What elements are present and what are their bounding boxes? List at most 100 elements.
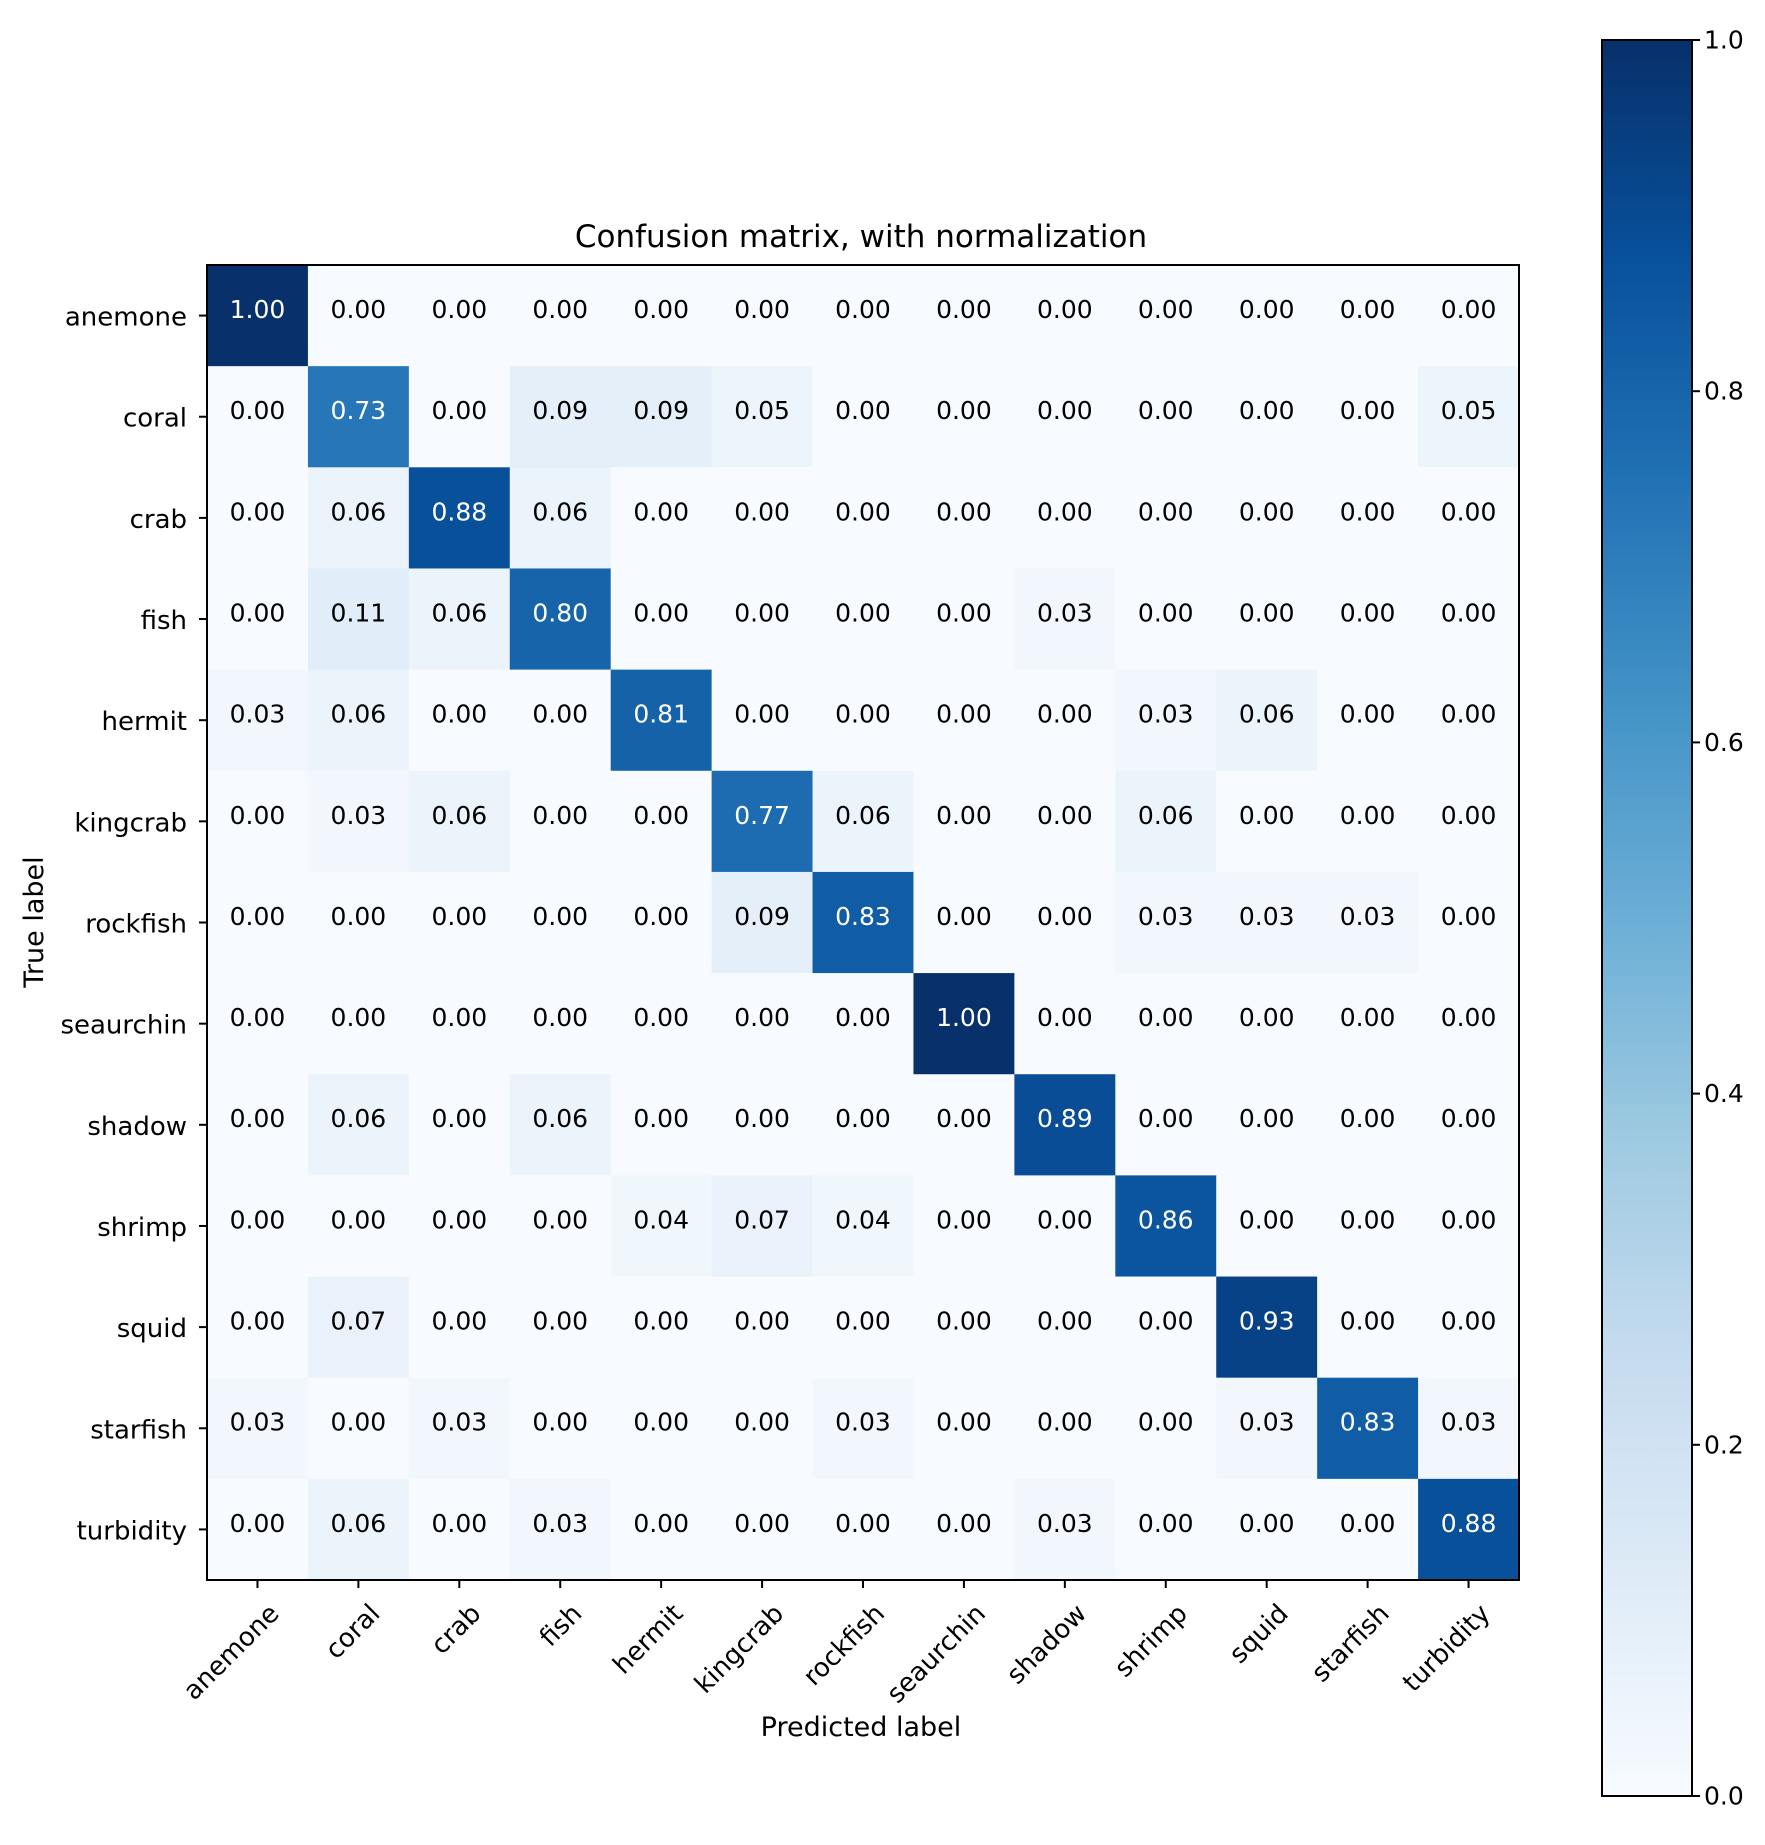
heatmap-cell [610, 1478, 713, 1581]
heatmap-cell [307, 467, 410, 570]
heatmap-value-label: 0.00 [1138, 1307, 1194, 1336]
heatmap-cell [913, 1074, 1015, 1176]
heatmap-value-label: 0.06 [1138, 801, 1194, 830]
heatmap-value-label: 0.00 [1239, 497, 1295, 526]
x-tick-label: shadow [1001, 1599, 1093, 1691]
x-tick-label: kingcrab [689, 1599, 790, 1700]
heatmap-value-label: 0.11 [331, 598, 387, 627]
heatmap-value-label: 0.00 [1037, 396, 1093, 425]
heatmap-cell [1115, 366, 1217, 468]
heatmap-value-label: 0.73 [331, 396, 387, 425]
heatmap-value-label: 0.06 [835, 801, 891, 830]
heatmap-cell [207, 770, 309, 873]
heatmap-cell [913, 467, 1015, 570]
heatmap-cell [1418, 568, 1520, 671]
heatmap-cell [610, 770, 713, 873]
heatmap-cell [812, 467, 915, 570]
heatmap-value-label: 0.00 [331, 1408, 387, 1437]
heatmap-cell [1418, 1276, 1520, 1379]
heatmap-cell [1418, 669, 1520, 772]
heatmap-cell [1317, 1276, 1419, 1379]
heatmap-cell [307, 1377, 410, 1480]
x-tick-label: coral [320, 1599, 387, 1666]
heatmap-cell [207, 871, 309, 974]
heatmap-value-label: 0.80 [532, 598, 588, 627]
heatmap-cell [207, 669, 309, 772]
heatmap-value-label: 0.00 [230, 396, 286, 425]
heatmap-cell [207, 1074, 309, 1176]
heatmap-value-label: 0.00 [1138, 1104, 1194, 1133]
heatmap-cell [1115, 1175, 1217, 1278]
colorbar: 0.0 0.2 0.4 0.6 0.8 1.0 [1601, 26, 1744, 1811]
heatmap-value-label: 0.00 [936, 396, 992, 425]
heatmap-value-label: 0.00 [1138, 598, 1194, 627]
heatmap-cell [711, 871, 814, 974]
heatmap-value-label: 0.05 [1441, 396, 1497, 425]
heatmap-value-label: 0.00 [633, 295, 689, 324]
colorbar-tick-label: 0.0 [1704, 1782, 1744, 1811]
heatmap-cell [711, 669, 814, 772]
heatmap-value-label: 0.00 [633, 1408, 689, 1437]
heatmap-value-label: 0.00 [431, 902, 487, 931]
heatmap-cell [408, 1377, 511, 1480]
heatmap-value-label: 0.83 [1340, 1408, 1396, 1437]
heatmap-cell [1014, 1074, 1116, 1176]
heatmap-value-label: 0.00 [936, 902, 992, 931]
heatmap-cell [812, 568, 915, 671]
heatmap-cell [408, 265, 511, 367]
heatmap-value-label: 0.00 [1037, 1408, 1093, 1437]
y-tick-label: seaurchin [60, 1011, 187, 1041]
heatmap-value-label: 0.03 [1138, 902, 1194, 931]
heatmap-value-label: 0.86 [1138, 1205, 1194, 1234]
heatmap-cell [812, 265, 915, 367]
heatmap-value-label: 0.00 [230, 1003, 286, 1032]
heatmap-value-label: 0.00 [835, 396, 891, 425]
y-tick-label: rockfish [85, 910, 187, 940]
heatmap-cell [1418, 871, 1520, 974]
heatmap-value-label: 0.00 [734, 1509, 790, 1538]
heatmap-cell [509, 467, 612, 570]
heatmap-cell [711, 973, 814, 1075]
heatmap-cell [1216, 973, 1318, 1075]
heatmap-value-label: 0.00 [936, 1205, 992, 1234]
heatmap-value-label: 0.00 [633, 497, 689, 526]
heatmap-value-label: 0.00 [1138, 396, 1194, 425]
heatmap-cell [711, 467, 814, 570]
heatmap-cell [1317, 1175, 1419, 1278]
heatmap-value-label: 0.00 [1441, 1003, 1497, 1032]
heatmap-cell [509, 871, 612, 974]
heatmap-cell [509, 973, 612, 1075]
y-tick-label: coral [123, 404, 187, 434]
heatmap-cell [812, 1478, 915, 1581]
heatmap-cell [1115, 467, 1217, 570]
heatmap-cell [913, 669, 1015, 772]
heatmap-cell [307, 265, 410, 367]
heatmap-cell [913, 1478, 1015, 1581]
heatmap-cell [1418, 770, 1520, 873]
heatmap-value-label: 0.00 [936, 1104, 992, 1133]
x-tick-label: anemone [178, 1599, 286, 1707]
heatmap-value-label: 0.00 [1239, 1509, 1295, 1538]
heatmap-cell [509, 366, 612, 468]
heatmap-cell [1014, 1175, 1116, 1278]
heatmap-cell [913, 1377, 1015, 1480]
x-tick-label: hermit [607, 1599, 689, 1681]
heatmap-value-label: 0.00 [633, 902, 689, 931]
heatmap-cell [1418, 467, 1520, 570]
heatmap-cell [408, 871, 511, 974]
heatmap-value-label: 0.00 [1340, 396, 1396, 425]
heatmap-cell [913, 1175, 1015, 1278]
heatmap-cell [1115, 568, 1217, 671]
heatmap-value-label: 0.00 [1239, 396, 1295, 425]
heatmap-value-label: 0.00 [431, 396, 487, 425]
heatmap-value-label: 0.00 [1037, 902, 1093, 931]
heatmap-value-label: 0.00 [230, 1509, 286, 1538]
heatmap-cell [1317, 1377, 1419, 1480]
heatmap-cell [610, 871, 713, 974]
heatmap-value-label: 0.00 [532, 1408, 588, 1437]
heatmap-value-label: 0.88 [431, 497, 487, 526]
heatmap-cell [1014, 871, 1116, 974]
heatmap-value-label: 0.00 [1239, 801, 1295, 830]
heatmap-cell [307, 1478, 410, 1581]
heatmap-cell [610, 1074, 713, 1176]
